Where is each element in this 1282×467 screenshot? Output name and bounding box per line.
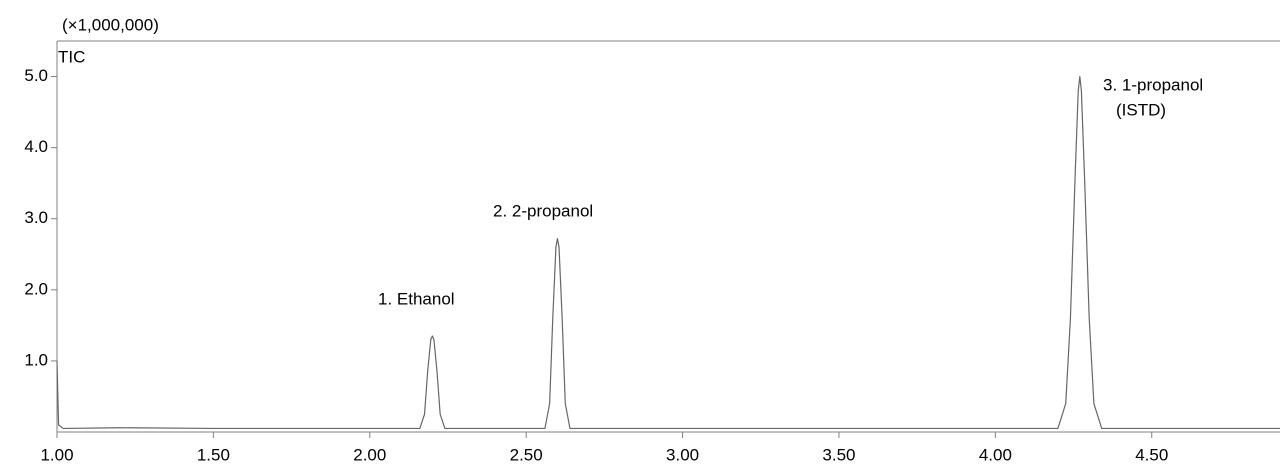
y-tick-label: 5.0: [24, 66, 48, 85]
peak-annotation: (ISTD): [1116, 100, 1166, 119]
y-tick-label: 4.0: [24, 137, 48, 156]
unit-label: (×1,000,000): [62, 15, 159, 34]
y-tick-label: 2.0: [24, 279, 48, 298]
peak-annotation: 1. Ethanol: [378, 289, 455, 308]
x-tick-label: 2.00: [353, 445, 386, 464]
x-tick-label: 3.50: [822, 445, 855, 464]
x-tick-label: 1.50: [197, 445, 230, 464]
y-tick-label: 3.0: [24, 208, 48, 227]
trace-label: TIC: [58, 47, 85, 66]
x-tick-label: 3.00: [666, 445, 699, 464]
x-tick-label: 4.00: [979, 445, 1012, 464]
peak-annotation: 3. 1-propanol: [1103, 75, 1203, 94]
y-tick-label: 1.0: [24, 350, 48, 369]
x-tick-label: 4.50: [1135, 445, 1168, 464]
peak-annotation: 2. 2-propanol: [493, 201, 593, 220]
trace-line: [56, 75, 1280, 430]
x-tick-label: 2.50: [510, 445, 543, 464]
x-tick-label: 1.00: [40, 445, 73, 464]
